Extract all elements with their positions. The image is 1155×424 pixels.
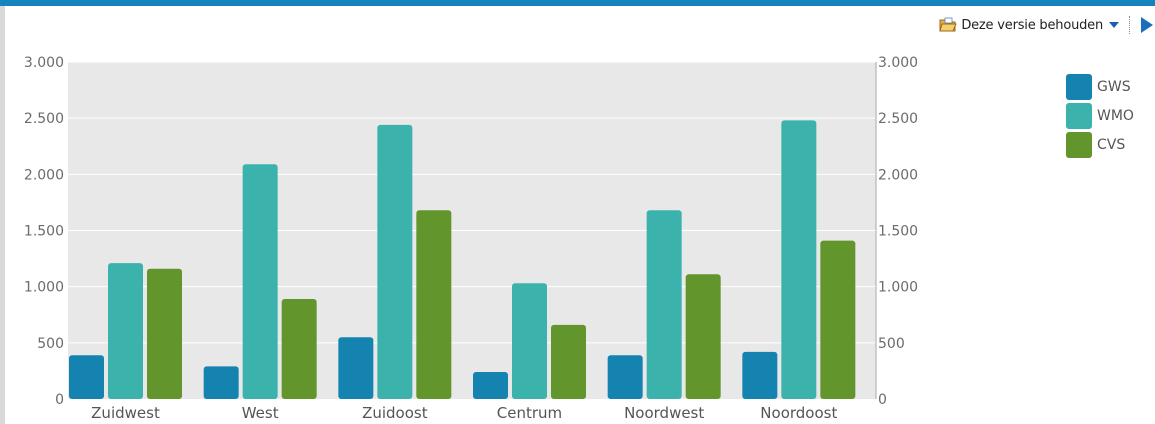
bar-wmo-zuidwest[interactable] (108, 263, 143, 399)
y-tick-label-left: 2.500 (24, 111, 64, 127)
version-toolbar: Deze versie behouden (939, 14, 1155, 36)
gridlines (68, 61, 876, 344)
y-tick-label-right: 1.500 (878, 224, 918, 240)
legend-item-cvs[interactable]: CVS (1066, 130, 1134, 159)
y-tick-label-left: 1.000 (24, 280, 64, 296)
chart-legend: GWS WMO CVS (1066, 72, 1134, 159)
bar-wmo-zuidoost[interactable] (377, 124, 413, 399)
bar-gws-centrum[interactable] (473, 372, 508, 399)
y-tick-label-right: 1.000 (878, 280, 918, 296)
y-tick-label-left: 1.500 (24, 224, 64, 240)
legend-label: WMO (1097, 107, 1134, 124)
legend-swatch (1066, 73, 1092, 100)
y-axis-left: 0 500 1.000 1.500 2.000 2.500 3.000 (24, 55, 64, 408)
bar-gws-west[interactable] (203, 366, 239, 399)
y-axis-right: 0 500 1.000 1.500 2.000 2.500 3.000 (878, 55, 918, 408)
y-tick-label-left: 0 (55, 392, 64, 408)
bar-wmo-noordoost[interactable] (781, 120, 817, 399)
bar-cvs-centrum[interactable] (551, 324, 586, 399)
bars (69, 120, 856, 399)
legend-label: GWS (1097, 78, 1131, 95)
legend-label: CVS (1097, 136, 1126, 153)
x-tick-label: Zuidoost (362, 404, 428, 422)
y-tick-label-right: 2.500 (878, 111, 918, 127)
folder-open-icon[interactable] (939, 17, 958, 33)
play-icon[interactable] (1141, 17, 1153, 33)
x-axis: Zuidwest West Zuidoost Centrum Noordwest Noor… (91, 404, 837, 422)
bar-cvs-noordoost[interactable] (820, 240, 856, 399)
y-tick-label-right: 3.000 (878, 55, 918, 71)
legend-item-wmo[interactable]: WMO (1066, 101, 1134, 130)
caret-down-icon[interactable] (1109, 22, 1119, 28)
bar-cvs-noordwest[interactable] (685, 274, 721, 399)
legend-swatch (1066, 131, 1092, 158)
y-tick-label-right: 500 (878, 336, 905, 352)
x-tick-label: Noordoost (760, 404, 837, 422)
y-tick-label-left: 500 (37, 336, 64, 352)
bar-cvs-west[interactable] (281, 299, 317, 399)
y-tick-label-right: 2.000 (878, 167, 918, 183)
legend-swatch (1066, 102, 1092, 129)
top-accent-bar (0, 0, 1155, 6)
keep-version-link[interactable]: Deze versie behouden (961, 17, 1103, 33)
legend-item-gws[interactable]: GWS (1066, 72, 1134, 101)
bar-gws-noordwest[interactable] (607, 355, 643, 399)
y-tick-label-left: 3.000 (24, 55, 64, 71)
bar-gws-zuidoost[interactable] (338, 337, 374, 399)
x-tick-label: Centrum (497, 404, 562, 422)
y-tick-label-right: 0 (878, 392, 887, 408)
bar-cvs-zuidoost[interactable] (416, 210, 452, 399)
bar-gws-noordoost[interactable] (742, 351, 778, 399)
toolbar-separator (1129, 16, 1131, 34)
x-tick-label: Zuidwest (91, 404, 160, 422)
bar-cvs-zuidwest[interactable] (147, 268, 182, 399)
bar-wmo-centrum[interactable] (512, 283, 547, 399)
bar-wmo-noordwest[interactable] (646, 210, 682, 399)
bar-wmo-west[interactable] (242, 164, 278, 399)
y-tick-label-left: 2.000 (24, 167, 64, 183)
x-tick-label: Noordwest (624, 404, 704, 422)
x-tick-label: West (242, 404, 279, 422)
bar-gws-zuidwest[interactable] (69, 355, 104, 399)
